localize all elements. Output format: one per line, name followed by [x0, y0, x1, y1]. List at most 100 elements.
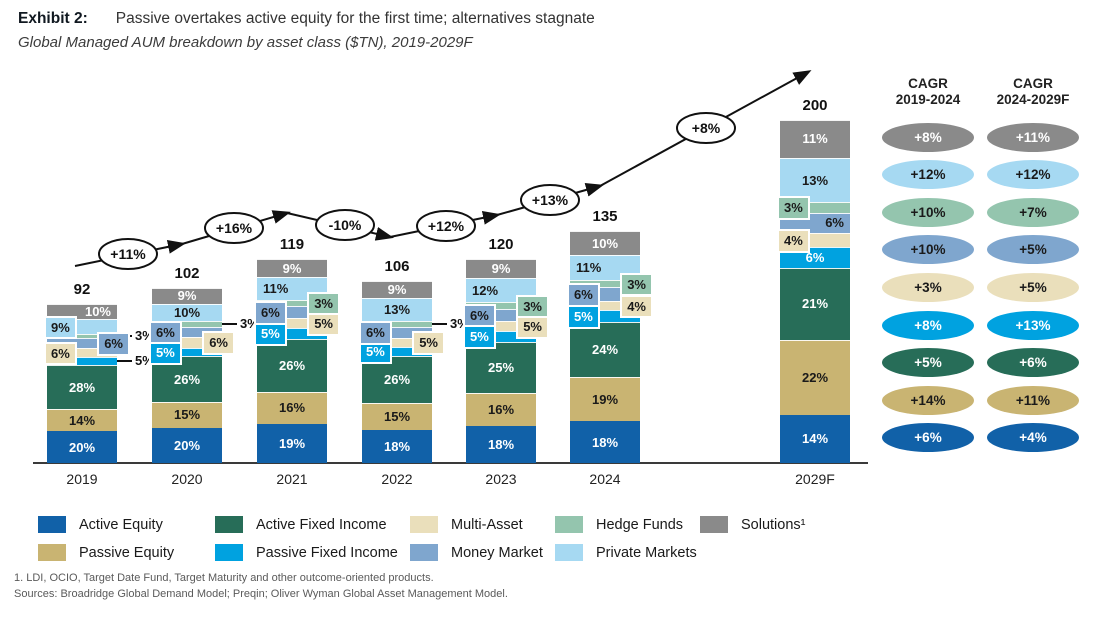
bar-total: 120 — [488, 236, 514, 254]
bar-2022: 18% 15% 26% 5% 5% 6% 3% 13% 9% — [359, 281, 469, 463]
segment-active-fixed-income — [570, 321, 640, 378]
segment-multi-asset — [152, 337, 222, 348]
cagr-header-2: CAGR 2024-2029F — [973, 76, 1093, 108]
bar-2019: 20% 14% 28% 5% 6% 6% 3% 9% 10% — [44, 303, 154, 463]
segment-passive-equity — [466, 393, 536, 426]
legend-label: Hedge Funds — [596, 516, 684, 533]
cagr-badge-private-markets: +12% — [987, 160, 1079, 190]
segment-value: 16% — [487, 401, 515, 417]
segment-active-equity — [152, 428, 222, 463]
segment-value: 22% — [801, 369, 829, 385]
segment-money-market — [362, 326, 432, 338]
segment-value: 26% — [383, 371, 411, 387]
segment-private-markets — [362, 297, 432, 322]
segment-passive-fixed-income — [152, 347, 222, 357]
segment-solutions — [570, 231, 640, 255]
segment-passive-equity — [362, 403, 432, 431]
legend-item-private-markets: Private Markets — [555, 544, 697, 561]
cagr-badge-active-fixed-income: +5% — [882, 348, 974, 378]
legend-label: Private Markets — [596, 544, 697, 561]
bar-total: 106 — [384, 258, 410, 276]
segment-value: 6% — [805, 249, 825, 265]
cagr-badge-hedge-funds: +10% — [882, 197, 974, 227]
segment-active-equity — [362, 430, 432, 463]
segment-value-chip: 6% — [567, 282, 600, 307]
segment-value: 11% — [576, 259, 602, 275]
cagr-badge-money-market: +10% — [882, 235, 974, 265]
segment-value-chip: 6% — [44, 341, 77, 366]
segment-value: 26% — [173, 371, 201, 387]
legend-swatch — [38, 544, 66, 561]
segment-multi-asset — [47, 347, 117, 358]
segment-value: 20% — [68, 439, 96, 455]
segment-active-equity — [47, 431, 117, 463]
legend-swatch — [555, 544, 583, 561]
segment-solutions — [152, 288, 222, 304]
segment-solutions — [257, 258, 327, 278]
segment-value-chip: 9% — [44, 315, 77, 340]
segment-value-chip: 6% — [254, 300, 287, 325]
x-axis-label-2024: 2024 — [589, 471, 621, 487]
legend-swatch — [410, 516, 438, 533]
segment-passive-equity — [152, 401, 222, 428]
bar-total: 135 — [592, 208, 618, 226]
segment-money-market — [152, 326, 222, 338]
segment-value: 9% — [491, 261, 511, 276]
segment-value: 9% — [282, 260, 302, 276]
segment-passive-equity — [47, 409, 117, 432]
cagr-badge-active-equity: +6% — [882, 423, 974, 453]
x-axis-label-2021: 2021 — [276, 471, 308, 487]
segment-value: 20% — [173, 437, 201, 453]
segment-value: 25% — [487, 359, 515, 375]
segment-hedge-funds — [257, 299, 327, 306]
segment-money-market — [47, 338, 117, 348]
cagr-header-1: CAGR 2019-2024 — [868, 76, 988, 108]
segment-value: 18% — [383, 439, 411, 455]
segment-callout-line — [222, 322, 237, 325]
segment-solutions — [466, 259, 536, 278]
segment-value: 6% — [825, 215, 844, 231]
segment-value-chip: 3% — [777, 196, 810, 221]
segment-value-chip: 3% — [307, 291, 340, 316]
x-axis-label-2020: 2020 — [171, 471, 203, 487]
segment-value: 18% — [487, 436, 515, 452]
cagr-badge-multi-asset: +5% — [987, 272, 1079, 302]
segment-active-equity — [570, 421, 640, 463]
segment-hedge-funds — [362, 321, 432, 327]
segment-multi-asset — [257, 318, 327, 329]
bar-2024: 18% 19% 24% 5% 4% 6% 3% 11% 10% — [567, 231, 653, 463]
segment-value-chip: 6% — [202, 331, 235, 355]
segment-value: 14% — [68, 412, 96, 428]
x-axis-label-2029F: 2029F — [795, 471, 835, 487]
cagr-badge-solutions: +11% — [987, 122, 1079, 152]
segment-value: 21% — [801, 295, 829, 311]
bar-2021: 19% 16% 26% 5% 5% 6% 3% 11% 9% — [254, 258, 340, 463]
segment-hedge-funds — [152, 321, 222, 327]
segment-value-chip: 4% — [620, 294, 653, 319]
segment-value: 9% — [387, 281, 407, 297]
cagr-badge-active-equity: +4% — [987, 423, 1079, 453]
bar-total: 92 — [73, 280, 91, 298]
segment-active-equity — [466, 425, 536, 463]
segment-value: 12% — [472, 282, 499, 298]
segment-value-chip: 6% — [463, 303, 496, 328]
segment-passive-equity — [570, 377, 640, 422]
segment-active-fixed-income — [780, 267, 850, 340]
cagr-badge-passive-fixed-income: +13% — [987, 310, 1079, 340]
segment-value-chip: 5% — [463, 325, 496, 350]
segment-callout-line — [432, 322, 447, 325]
legend-item-solutions: Solutions¹ — [700, 516, 805, 533]
segment-private-markets — [152, 303, 222, 322]
segment-callout-line — [117, 360, 132, 363]
segment-value: 16% — [278, 400, 306, 416]
cagr-badge-money-market: +5% — [987, 235, 1079, 265]
bar-2023: 18% 16% 25% 5% 5% 6% 3% 12% 9% — [463, 259, 549, 463]
cagr-badge-multi-asset: +3% — [882, 272, 974, 302]
segment-solutions — [47, 303, 117, 320]
segment-value-chip: 6% — [149, 320, 182, 345]
bar-total: 200 — [802, 97, 828, 114]
bar-2020: 20% 15% 26% 5% 6% 6% 3% 10% 9% — [149, 288, 259, 463]
segment-value: 26% — [278, 357, 306, 373]
legend-swatch — [410, 544, 438, 561]
